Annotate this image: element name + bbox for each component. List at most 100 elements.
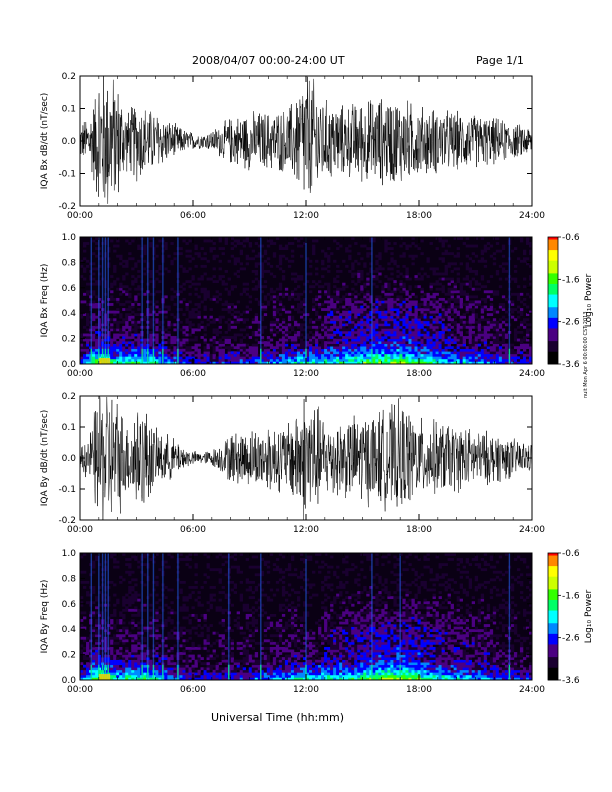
x-tick-label: 24:00: [519, 369, 545, 379]
x-tick-label: 18:00: [406, 211, 432, 221]
y-tick-label: 0.2: [62, 651, 76, 661]
y-tick-label: 0.1: [62, 423, 76, 433]
colorbar-label: Log₁₀ Power: [584, 274, 594, 328]
burst-line: [152, 237, 155, 364]
colorbar-tick-label: -0.6: [562, 549, 580, 559]
y-axis-label: IQA By dB/dt (nT/sec): [40, 410, 50, 507]
x-tick-label: 12:00: [293, 525, 319, 535]
y-tick-label: 0.4: [62, 625, 77, 635]
y-tick-label: 0.6: [62, 600, 77, 610]
burst-line: [399, 553, 401, 680]
x-tick-label: 18:00: [406, 525, 432, 535]
colorbar-tick-label: -1.6: [562, 275, 580, 285]
burst-line: [260, 237, 262, 364]
y-axis-label: IQA By Freq (Hz): [40, 580, 50, 654]
y-tick-label: 0.2: [62, 335, 76, 345]
colorbar: -0.6 -1.6 -2.6 -3.6 Log₁₀ Power: [547, 233, 594, 370]
y-tick-label: 1.0: [62, 233, 77, 243]
y-tick-label: 0.8: [62, 574, 77, 584]
y-tick-label: -0.1: [58, 485, 76, 495]
y-axis-label: IQA Bx dB/dt (nT/sec): [40, 93, 50, 190]
colorbar-tick-label: -0.6: [562, 233, 580, 243]
burst-line: [101, 237, 104, 364]
y-tick-label: 0.0: [62, 454, 77, 464]
burst-line: [98, 237, 100, 364]
colorbar-tick-label: -1.6: [562, 591, 580, 601]
y-tick-label: 0.0: [62, 360, 77, 370]
burst-line: [141, 553, 143, 680]
x-tick-label: 00:00: [67, 685, 93, 695]
burst-line: [101, 553, 104, 680]
burst-line: [162, 553, 164, 680]
burst-line: [162, 237, 164, 364]
x-tick-label: 06:00: [180, 369, 206, 379]
series-line: [80, 76, 532, 204]
colorbar: -0.6 -1.6 -2.6 -3.6 Log₁₀ Power: [547, 549, 594, 686]
y-tick-label: 0.0: [62, 676, 77, 686]
y-tick-label: -0.2: [58, 202, 76, 212]
burst-line: [90, 237, 92, 364]
burst-line: [371, 237, 373, 364]
y-axis-label: IQA Bx Freq (Hz): [40, 264, 50, 338]
y-tick-label: 0.1: [62, 105, 76, 115]
colorbar-label: Log₁₀ Power: [584, 590, 594, 644]
spectrogram-cells: [80, 553, 532, 680]
burst-line: [177, 237, 179, 364]
x-tick-label: 12:00: [293, 369, 319, 379]
y-tick-label: 0.2: [62, 392, 76, 402]
burst-line: [98, 553, 100, 680]
colorbar-tick-label: -2.6: [562, 318, 580, 328]
y-tick-label: 0.4: [62, 309, 77, 319]
x-tick-label: 06:00: [180, 685, 206, 695]
burst-line: [107, 237, 109, 364]
burst-line: [260, 553, 262, 680]
x-axis-label: Universal Time (hh:mm): [211, 711, 344, 724]
y-tick-label: 0.2: [62, 72, 76, 82]
burst-line: [90, 553, 92, 680]
panel-1: 00:00 06:00 12:00 18:00 24:00 -0.2 -0.1 0.0 0.1 0…: [40, 72, 545, 221]
x-tick-label: 06:00: [180, 211, 206, 221]
x-tick-label: 12:00: [293, 211, 319, 221]
burst-line: [152, 553, 155, 680]
x-tick-label: 00:00: [67, 211, 93, 221]
burst-line: [508, 237, 511, 364]
x-tick-label: 06:00: [180, 525, 206, 535]
y-tick-label: -0.1: [58, 170, 76, 180]
burst-line: [177, 553, 179, 680]
burst-line: [371, 553, 373, 680]
y-tick-label: 0.8: [62, 258, 77, 268]
burst-line: [147, 237, 149, 364]
burst-line: [141, 237, 143, 364]
series-line: [80, 396, 532, 520]
panel-3: 00:00 06:00 12:00 18:00 24:00 -0.2 -0.1 0.0 0.1 0…: [40, 392, 545, 535]
page-title: 2008/04/07 00:00-24:00 UT: [192, 54, 345, 67]
burst-line: [147, 553, 149, 680]
x-tick-label: 24:00: [519, 685, 545, 695]
x-tick-label: 24:00: [519, 211, 545, 221]
panel-2: 00:00 06:00 12:00 18:00 24:00 0.0 0.2 0.4 0.6 0.8…: [40, 233, 594, 379]
x-tick-label: 18:00: [406, 685, 432, 695]
burst-line: [104, 237, 107, 364]
burst-line: [107, 553, 109, 680]
colorbar-tick-label: -3.6: [562, 360, 580, 370]
page-number: Page 1/1: [476, 54, 524, 67]
y-tick-label: 0.0: [62, 137, 77, 147]
burst-line: [305, 237, 307, 364]
y-tick-label: 0.6: [62, 284, 77, 294]
burst-line: [305, 553, 307, 680]
colorbar-tick-label: -3.6: [562, 676, 580, 686]
x-tick-label: 24:00: [519, 525, 545, 535]
x-tick-label: 18:00: [406, 369, 432, 379]
x-tick-label: 00:00: [67, 369, 93, 379]
burst-line: [508, 553, 511, 680]
burst-line: [104, 553, 107, 680]
y-tick-label: -0.2: [58, 516, 76, 526]
x-tick-label: 12:00: [293, 685, 319, 695]
x-tick-label: 00:00: [67, 525, 93, 535]
burst-line: [228, 553, 230, 680]
spectrogram-cells: [80, 237, 532, 364]
panel-4: 00:00 06:00 12:00 18:00 24:00 0.0 0.2 0.4 0.6 0.8…: [40, 549, 594, 695]
colorbar-tick-label: -2.6: [562, 634, 580, 644]
